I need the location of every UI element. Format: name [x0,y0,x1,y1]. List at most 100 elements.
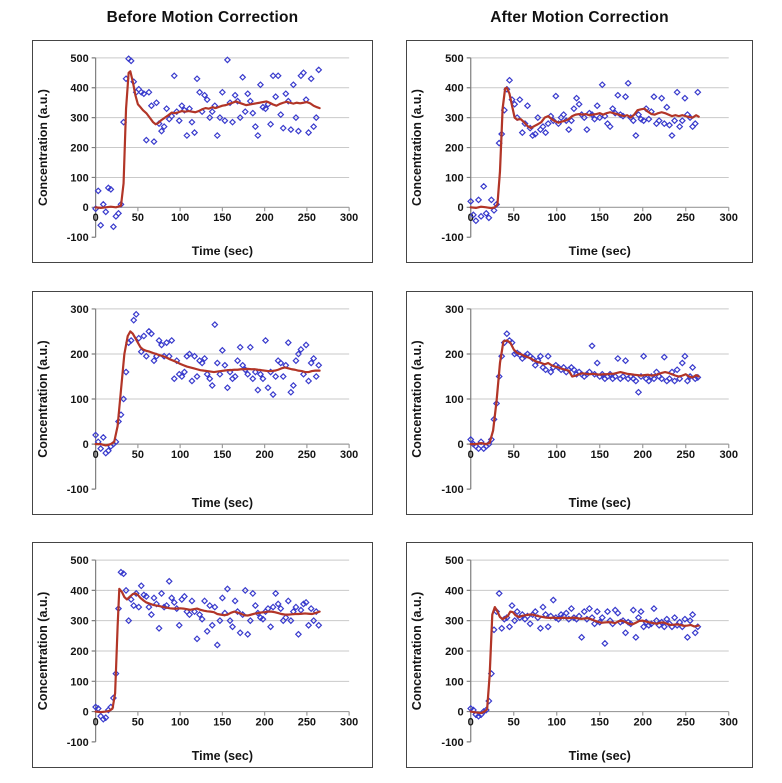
chart-before-3: -100 0 100 200 300 400 500 0 50 100 150 200 250 300 Ti… [36,555,359,763]
svg-text:-100: -100 [67,484,89,496]
svg-text:50: 50 [132,717,144,729]
x-axis [95,710,350,716]
svg-text:100: 100 [547,449,566,461]
svg-text:200: 200 [445,646,464,658]
svg-text:100: 100 [70,676,88,688]
svg-text:50: 50 [132,449,144,461]
x-axis [95,443,350,449]
chart-panel-after-2: -100 0 100 200 300 0 50 100 150 200 250 300 Time (se… [406,291,753,515]
svg-text:300: 300 [340,717,358,729]
svg-text:0: 0 [468,212,474,224]
svg-text:300: 300 [340,449,358,461]
svg-text:200: 200 [633,449,652,461]
x-axis-label: Time (sec) [192,496,253,510]
svg-text:400: 400 [445,83,464,95]
svg-text:100: 100 [70,172,88,184]
fit-line [94,70,321,209]
svg-text:300: 300 [70,113,88,125]
y-axis-label: Concentration (a.u.) [36,89,50,206]
x-axis [95,206,350,212]
fit-line [469,339,700,446]
x-axis [470,206,730,212]
svg-text:100: 100 [547,212,566,224]
svg-text:-100: -100 [441,484,463,496]
y-axis-label: Concentration (a.u.) [410,340,424,457]
svg-text:400: 400 [70,83,88,95]
svg-text:200: 200 [633,717,652,729]
chart-before-2: -100 0 100 200 300 0 50 100 150 200 250 300 Time (se… [36,304,359,510]
svg-text:250: 250 [676,717,695,729]
svg-text:0: 0 [93,449,99,461]
y-tick-labels: -100 0 100 200 300 400 500 [67,555,89,749]
chart-panel-after-3: -100 0 100 200 300 400 500 0 50 100 150 200 250 300 Ti… [406,542,753,768]
x-tick-labels: 0 50 100 150 200 250 300 [468,449,738,461]
scatter-series [467,76,702,225]
svg-text:100: 100 [70,394,88,406]
y-tick-labels: -100 0 100 200 300 400 500 [441,53,463,244]
svg-text:0: 0 [93,717,99,729]
svg-text:100: 100 [171,212,189,224]
svg-text:100: 100 [445,394,464,406]
svg-text:300: 300 [340,212,358,224]
x-tick-labels: 0 50 100 150 200 250 300 [93,449,359,461]
y-axis [91,308,97,490]
scatter-series [467,589,702,720]
svg-text:0: 0 [468,449,474,461]
svg-text:300: 300 [70,616,88,628]
scatter-series [92,55,323,231]
x-tick-labels: 0 50 100 150 200 250 300 [93,212,359,224]
svg-text:0: 0 [457,202,463,214]
svg-text:100: 100 [171,717,189,729]
y-axis [466,57,472,238]
svg-text:500: 500 [70,53,88,65]
svg-text:0: 0 [457,707,463,719]
y-tick-labels: -100 0 100 200 300 400 500 [67,53,89,244]
fit-line [469,605,700,715]
x-axis-label: Time (sec) [569,749,631,763]
svg-text:200: 200 [70,349,88,361]
y-axis-label: Concentration (a.u.) [36,592,50,711]
svg-text:400: 400 [70,585,88,597]
chart-panel-before-3: -100 0 100 200 300 400 500 0 50 100 150 200 250 300 Ti… [32,542,373,768]
y-axis [91,559,97,743]
gridlines [95,308,350,400]
y-tick-labels: -100 0 100 200 300 [67,304,89,496]
y-tick-labels: -100 0 100 200 300 400 500 [441,555,463,749]
svg-text:300: 300 [445,113,464,125]
svg-text:500: 500 [445,53,464,65]
svg-text:250: 250 [298,717,316,729]
svg-text:150: 150 [590,449,609,461]
x-axis [470,710,730,716]
svg-text:500: 500 [445,555,464,567]
x-axis [470,443,730,449]
x-axis-label: Time (sec) [192,749,253,763]
fit-line [469,86,700,210]
svg-text:250: 250 [676,449,695,461]
svg-text:500: 500 [70,555,88,567]
gridlines [470,308,729,400]
x-tick-labels: 0 50 100 150 200 250 300 [93,717,359,729]
svg-text:300: 300 [719,449,738,461]
svg-text:150: 150 [213,212,231,224]
svg-text:0: 0 [83,439,89,451]
svg-text:200: 200 [256,449,274,461]
svg-text:-100: -100 [67,232,89,244]
scatter-series [92,310,323,457]
chart-after-1: -100 0 100 200 300 400 500 0 50 100 150 200 250 300 Ti… [410,53,738,258]
y-tick-labels: -100 0 100 200 300 [441,304,463,496]
svg-text:300: 300 [445,616,464,628]
y-axis [466,308,472,490]
x-axis-label: Time (sec) [192,244,253,258]
chart-after-2: -100 0 100 200 300 0 50 100 150 200 250 300 Time (se… [410,304,738,510]
svg-text:100: 100 [547,717,566,729]
chart-after-3: -100 0 100 200 300 400 500 0 50 100 150 200 250 300 Ti… [410,555,738,763]
svg-text:200: 200 [70,143,88,155]
svg-text:0: 0 [457,439,463,451]
svg-text:200: 200 [70,646,88,658]
scatter-series [92,568,323,723]
y-axis-label: Concentration (a.u.) [36,340,50,457]
svg-text:-100: -100 [67,737,89,749]
svg-text:300: 300 [445,304,464,316]
column-header-after: After Motion Correction [490,9,669,26]
